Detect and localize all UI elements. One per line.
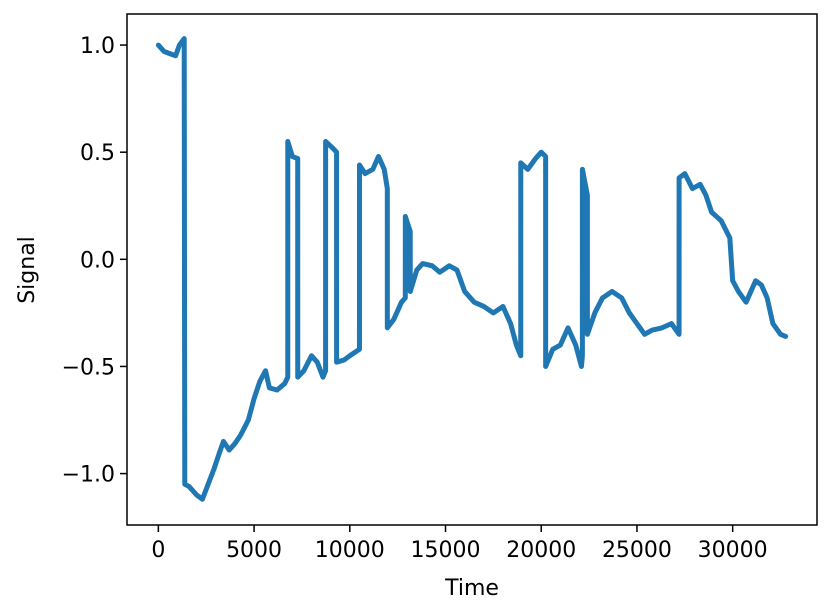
y-tick-label: −1.0 xyxy=(62,463,115,488)
x-tick-label: 15000 xyxy=(411,538,481,563)
x-tick-label: 30000 xyxy=(698,538,768,563)
x-tick-label: 25000 xyxy=(602,538,672,563)
x-tick-label: 10000 xyxy=(315,538,385,563)
plot-frame xyxy=(126,13,818,526)
x-axis-label: Time xyxy=(444,576,499,601)
line-series xyxy=(155,36,789,502)
x-tick-label: 5000 xyxy=(226,538,282,563)
x-tick-label: 20000 xyxy=(506,538,576,563)
y-tick-label: 1.0 xyxy=(80,34,115,59)
x-tick-label: 0 xyxy=(151,538,165,563)
y-tick-label: 0.5 xyxy=(80,141,115,166)
y-tick-label: 0.0 xyxy=(80,248,115,273)
y-axis-label: Signal xyxy=(15,236,40,304)
y-tick-label: −0.5 xyxy=(62,355,115,380)
